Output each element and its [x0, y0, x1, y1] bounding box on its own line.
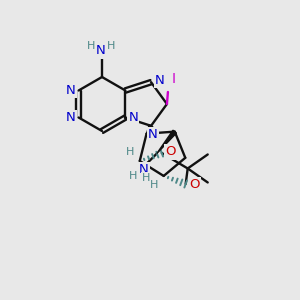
Polygon shape	[157, 130, 176, 154]
Text: H: H	[107, 41, 115, 51]
Text: H: H	[126, 147, 134, 157]
Text: N: N	[66, 84, 76, 97]
Text: N: N	[155, 74, 165, 87]
Text: N: N	[66, 111, 76, 124]
Text: I: I	[172, 72, 176, 86]
Text: H: H	[87, 41, 95, 51]
Text: N: N	[128, 111, 138, 124]
Text: N: N	[96, 44, 106, 58]
Text: N: N	[148, 128, 158, 141]
Text: N: N	[139, 163, 148, 176]
Text: H: H	[142, 172, 150, 183]
Text: O: O	[189, 178, 200, 191]
Polygon shape	[147, 125, 153, 134]
Text: H: H	[149, 180, 158, 190]
Text: O: O	[166, 146, 176, 158]
Text: H: H	[128, 171, 137, 181]
